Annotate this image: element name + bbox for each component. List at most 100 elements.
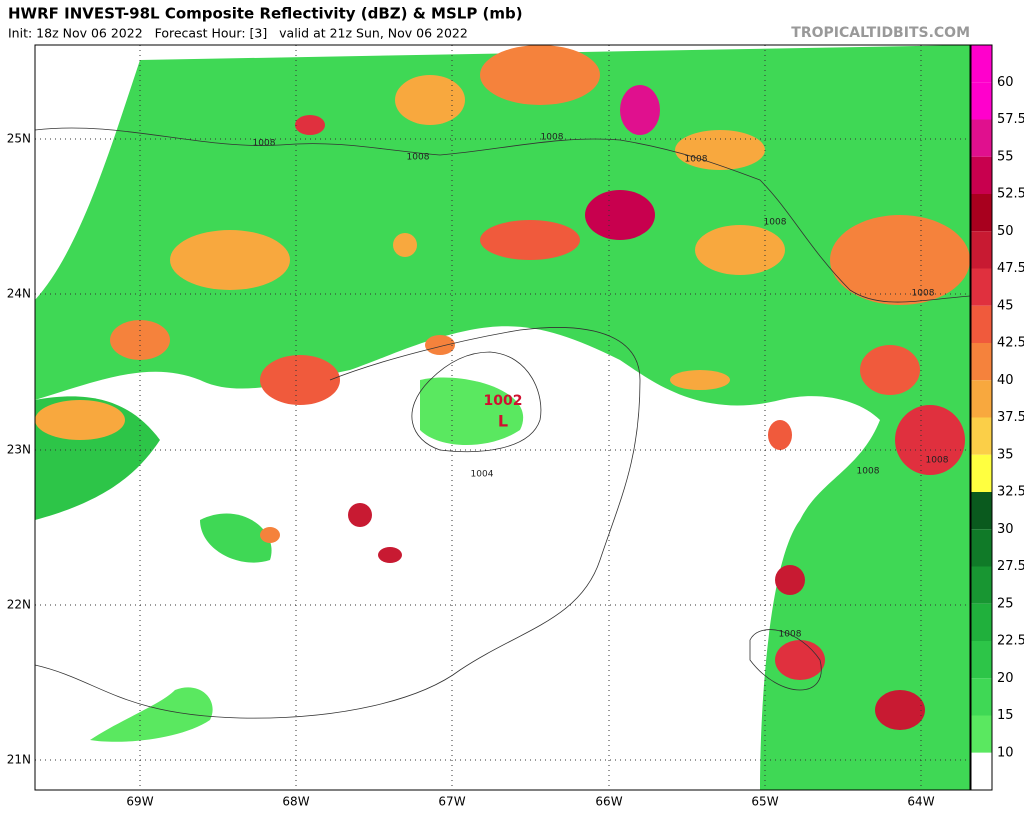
reflectivity-cell <box>670 370 730 390</box>
lon-label: 64W <box>907 795 934 809</box>
colorbar-label: 37.5 <box>997 410 1024 425</box>
colorbar-segment <box>971 45 992 83</box>
colorbar-label: 20 <box>997 671 1014 686</box>
colorbar-segment <box>971 492 992 530</box>
reflectivity-cell <box>695 225 785 275</box>
map-area: 25N 24N 23N 22N 21N 69W 68W 67W 66W 65W 64W 1008 10… <box>7 45 970 809</box>
reflectivity-cell <box>425 335 455 355</box>
reflectivity-cell <box>875 690 925 730</box>
lat-label: 25N <box>7 132 31 146</box>
graticule: 25N 24N 23N 22N 21N 69W 68W 67W 66W 65W 64W <box>7 45 970 809</box>
colorbar-label: 40 <box>997 373 1014 388</box>
watermark: TROPICALTIDBITS.COM <box>791 25 970 41</box>
reflectivity-cell <box>585 190 655 240</box>
colorbar-segment <box>971 529 992 567</box>
colorbar-segment <box>971 156 992 194</box>
colorbar-label: 35 <box>997 447 1014 462</box>
green-area <box>420 377 524 445</box>
colorbar-segment <box>971 343 992 381</box>
reflectivity-cell <box>260 527 280 543</box>
colorbar-segment <box>971 752 992 790</box>
colorbar-segment <box>971 641 992 679</box>
green-area <box>200 513 272 563</box>
green-area <box>90 687 213 742</box>
colorbar-segment <box>971 454 992 492</box>
colorbar-segment <box>971 566 992 604</box>
colorbar-label: 10 <box>997 745 1014 760</box>
colorbar-segment <box>971 82 992 120</box>
colorbar-segment <box>971 268 992 306</box>
reflectivity-cell <box>860 345 920 395</box>
colorbar-label: 42.5 <box>997 336 1024 351</box>
reflectivity-cell <box>480 220 580 260</box>
lat-label: 23N <box>7 443 31 457</box>
coastline <box>35 327 641 719</box>
reflectivity-cell <box>35 400 125 440</box>
lat-label: 22N <box>7 598 31 612</box>
lon-label: 68W <box>282 795 309 809</box>
colorbar-label: 55 <box>997 149 1014 164</box>
reflectivity-cell <box>378 547 402 563</box>
colorbar-label: 57.5 <box>997 112 1024 127</box>
isobar-1004 <box>411 351 542 453</box>
reflectivity-cell <box>768 420 792 450</box>
colorbar-label: 15 <box>997 708 1014 723</box>
isobar-1008 <box>749 629 822 691</box>
lon-label: 67W <box>438 795 465 809</box>
isobar-label: 1008 <box>685 155 708 165</box>
title: HWRF INVEST-98L Composite Reflectivity (… <box>8 5 523 23</box>
colorbar-label: 22.5 <box>997 634 1024 649</box>
reflectivity-cell <box>895 405 965 475</box>
colorbar-label: 30 <box>997 522 1014 537</box>
isobar-label: 1008 <box>253 139 276 149</box>
map-frame <box>34 44 971 791</box>
isobar-label: 1008 <box>912 289 935 299</box>
reflectivity-cell <box>775 565 805 595</box>
reflectivity <box>35 45 970 790</box>
lon-label: 66W <box>595 795 622 809</box>
isobar-label: 1008 <box>541 133 564 143</box>
lat-label: 24N <box>7 287 31 301</box>
isobar-label: 1008 <box>407 153 430 163</box>
reflectivity-cell <box>295 115 325 135</box>
colorbar-label: 47.5 <box>997 261 1024 276</box>
colorbar-label: 50 <box>997 224 1014 239</box>
isobar-label: 1008 <box>857 467 880 477</box>
reflectivity-cell <box>393 233 417 257</box>
colorbar-segment <box>971 380 992 418</box>
lat-label: 21N <box>7 753 31 767</box>
colorbar-segment <box>971 678 992 716</box>
init-line: Init: 18z Nov 06 2022 Forecast Hour: [3]… <box>8 26 468 41</box>
isobar-1008 <box>35 127 970 303</box>
reflectivity-cell <box>480 45 600 105</box>
reflectivity-cell <box>348 503 372 527</box>
isobar-label: 1004 <box>471 470 494 480</box>
colorbar-segment <box>971 119 992 157</box>
reflectivity-cell <box>675 130 765 170</box>
reflectivity-cell <box>395 75 465 125</box>
colorbar-segment <box>971 231 992 269</box>
colorbar-label: 27.5 <box>997 559 1024 574</box>
colorbar-segment <box>971 417 992 455</box>
isobar-label: 1008 <box>926 456 949 466</box>
low-symbol: L <box>498 412 508 431</box>
colorbar-label: 52.5 <box>997 187 1024 202</box>
colorbar: 60 57.5 55 52.5 50 47.5 45 42.5 40 37.5 35 32.5 30 27… <box>970 44 1024 791</box>
reflectivity-cell <box>260 355 340 405</box>
isobar-label: 1008 <box>764 218 787 228</box>
reflectivity-cell <box>170 230 290 290</box>
colorbar-segment <box>971 305 992 343</box>
colorbar-label: 45 <box>997 298 1014 313</box>
isobar-label: 1008 <box>779 630 802 640</box>
colorbar-frame <box>970 44 993 791</box>
reflectivity-cell <box>775 640 825 680</box>
colorbar-segment <box>971 715 992 753</box>
colorbar-segment <box>971 603 992 641</box>
colorbar-segment <box>971 194 992 232</box>
lon-label: 69W <box>126 795 153 809</box>
reflectivity-cell <box>830 215 970 305</box>
colorbar-label: 25 <box>997 596 1014 611</box>
lon-label: 65W <box>751 795 778 809</box>
isobars <box>35 127 970 719</box>
